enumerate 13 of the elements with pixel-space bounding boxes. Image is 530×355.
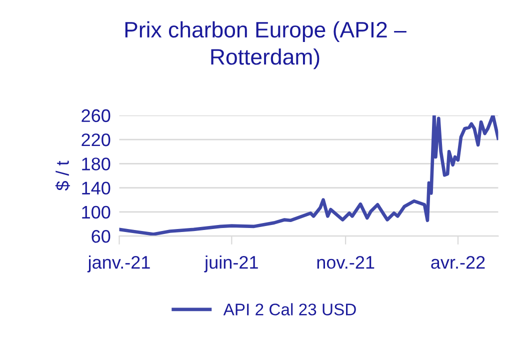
x-tick-label: juin-21 <box>204 256 258 272</box>
legend-label: API 2 Cal 23 USD <box>223 303 356 316</box>
y-tick-label: 100 <box>82 206 110 219</box>
y-tick-label: 220 <box>82 133 110 146</box>
x-tick-label: nov.-21 <box>317 256 374 269</box>
x-tick-label: janv.-21 <box>87 256 150 272</box>
y-axis-title: $ / t <box>55 160 70 191</box>
y-tick-label: 140 <box>82 182 110 195</box>
y-tick-label: 180 <box>82 158 110 170</box>
y-tick-label: 260 <box>82 109 110 122</box>
chart-title: Prix charbon Europe (API2 – Rotterdam) <box>125 21 406 70</box>
y-tick-label: 60 <box>92 230 110 243</box>
x-tick-label: avr.-22 <box>431 256 485 269</box>
